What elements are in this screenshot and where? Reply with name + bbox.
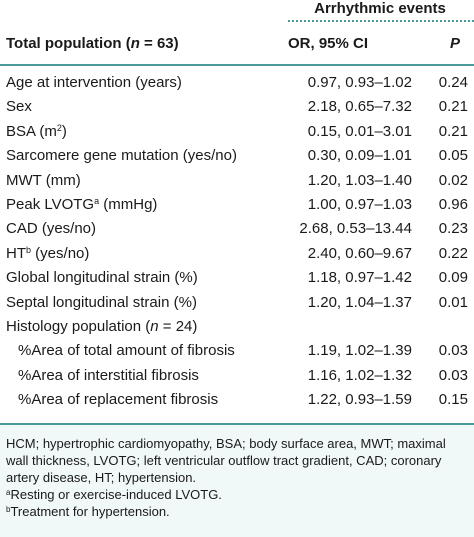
table-row: BSA (m2) 0.15, 0.01–3.01 0.21 [0,120,474,144]
table-row: Histology population (n = 24) [0,315,474,339]
row-p-value: 0.96 [438,195,468,213]
row-label: MWT (mm) [6,171,81,189]
row-p-value: 0.03 [438,342,468,360]
row-p-value: 0.01 [438,293,468,311]
row-label: CAD (yes/no) [6,220,97,238]
row-label: %Area of total amount of fibrosis [18,342,235,360]
row-or-ci: 0.15, 0.01–3.01 [307,122,412,140]
table-footnotes: HCM; hypertrophic cardiomyopathy, BSA; b… [0,423,474,537]
row-p-value: 0.02 [438,171,468,189]
row-p-value: 0.15 [438,391,468,409]
row-or-ci: 1.20, 1.04–1.37 [307,293,412,311]
row-or-ci: 1.22, 0.93–1.59 [307,391,412,409]
row-p-value: 0.21 [438,122,468,140]
column-header-population: Total population (n = 63) [6,35,179,52]
column-header-or: OR, 95% CI [288,35,369,52]
row-label: BSA (m2) [6,122,67,140]
row-p-value: 0.23 [438,220,468,238]
row-label: Age at intervention (years) [6,74,182,91]
table-row: Septal longitudinal strain (%) 1.20, 1.04… [0,291,474,315]
row-p-value: 0.05 [438,147,468,165]
footnote-b: bTreatment for hypertension. [6,504,170,519]
row-label: Global longitudinal strain (%) [6,269,198,287]
row-label: HTb (yes/no) [6,244,90,262]
row-p-value: 0.09 [438,269,468,287]
row-label: Histology population (n = 24) [6,317,198,335]
row-label: Peak LVOTGa (mmHg) [6,195,158,213]
row-p-value: 0.24 [438,74,468,91]
table-row: Peak LVOTGa (mmHg) 1.00, 0.97–1.03 0.96 [0,193,474,217]
group-header: Arrhythmic events [314,0,446,17]
footnote-a: aResting or exercise-induced LVOTG. [6,487,222,502]
row-or-ci: 1.00, 0.97–1.03 [307,195,412,213]
table-row: CAD (yes/no) 2.68, 0.53–13.44 0.23 [0,217,474,241]
row-label: %Area of interstitial fibrosis [18,366,199,384]
table-row: %Area of interstitial fibrosis 1.16, 1.02… [0,364,474,388]
table-row: %Area of total amount of fibrosis 1.19, 1… [0,339,474,363]
table-row: Sex 2.18, 0.65–7.32 0.21 [0,95,474,119]
row-or-ci: 0.30, 0.09–1.01 [307,147,412,165]
table-body: Age at intervention (years) 0.97, 0.93–1.… [0,71,474,412]
column-header-p: P [449,35,460,52]
row-or-ci: 1.18, 0.97–1.42 [307,269,412,287]
row-label: Sarcomere gene mutation (yes/no) [6,147,237,165]
group-header-dotted-rule [288,20,474,22]
table-row: Sarcomere gene mutation (yes/no) 0.30, 0.… [0,144,474,168]
table-row: MWT (mm) 1.20, 1.03–1.40 0.02 [0,169,474,193]
footnote-abbreviations: HCM; hypertrophic cardiomyopathy, BSA; b… [6,436,446,485]
column-header-row: Total population (n = 63) OR, 95% CI P [0,30,474,58]
row-p-value: 0.21 [438,98,468,116]
table-row: HTb (yes/no) 2.40, 0.60–9.67 0.22 [0,242,474,266]
row-or-ci: 2.68, 0.53–13.44 [299,220,412,238]
row-or-ci: 2.40, 0.60–9.67 [307,244,412,262]
row-p-value: 0.22 [438,244,468,262]
row-label: %Area of replacement fibrosis [18,391,219,409]
row-or-ci: 1.20, 1.03–1.40 [307,171,412,189]
row-p-value: 0.03 [438,366,468,384]
row-or-ci: 1.19, 1.02–1.39 [307,342,412,360]
row-or-ci: 1.16, 1.02–1.32 [307,366,412,384]
header-rule [0,64,474,66]
row-or-ci: 2.18, 0.65–7.32 [307,98,412,116]
table-row: Age at intervention (years) 0.97, 0.93–1.… [0,71,474,95]
row-label: Sex [6,98,32,116]
table-row: %Area of replacement fibrosis 1.22, 0.93–… [0,388,474,412]
table-row: Global longitudinal strain (%) 1.18, 0.97… [0,266,474,290]
row-label: Septal longitudinal strain (%) [6,293,197,311]
row-or-ci: 0.97, 0.93–1.02 [307,74,412,91]
